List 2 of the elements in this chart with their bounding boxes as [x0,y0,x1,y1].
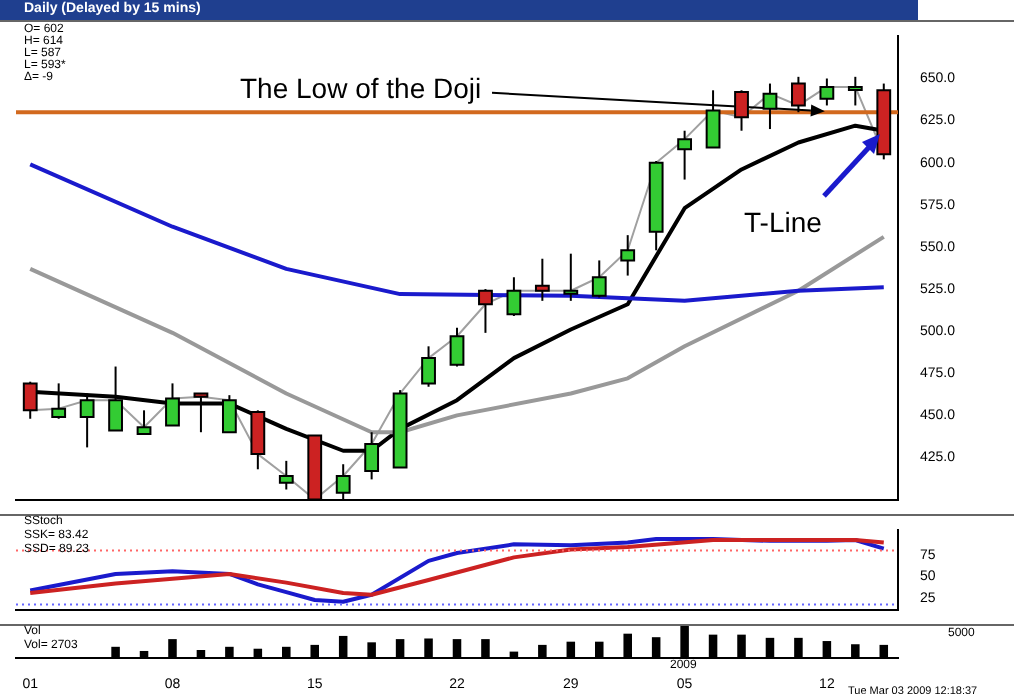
annotation: The Low of the Doji [240,72,482,104]
annotation: T-Line [744,206,822,238]
